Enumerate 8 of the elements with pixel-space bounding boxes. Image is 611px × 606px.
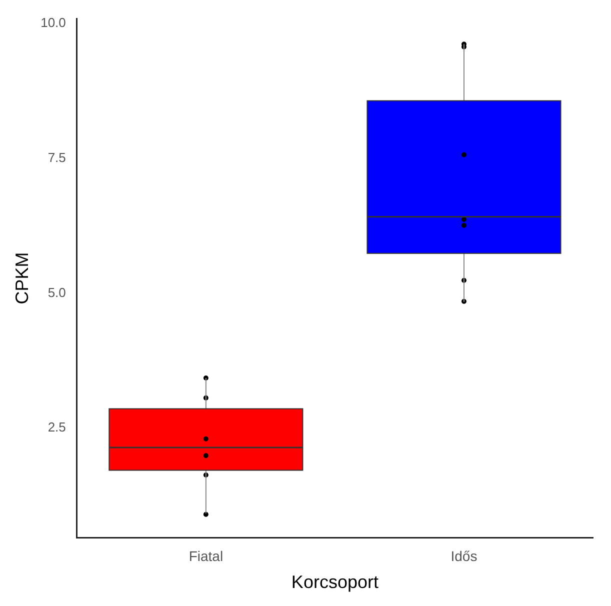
y-tick-label: 7.5 — [48, 150, 66, 166]
y-axis-title: CPKM — [12, 252, 32, 304]
y-tick-label: 10.0 — [40, 15, 66, 30]
x-axis-title: Korcsoport — [291, 572, 378, 592]
x-tick-label: Idős — [450, 548, 478, 564]
y-tick-label: 5.0 — [48, 284, 66, 300]
x-tick-label: Fiatal — [188, 548, 224, 564]
y-tick-label: 2.5 — [48, 420, 66, 435]
